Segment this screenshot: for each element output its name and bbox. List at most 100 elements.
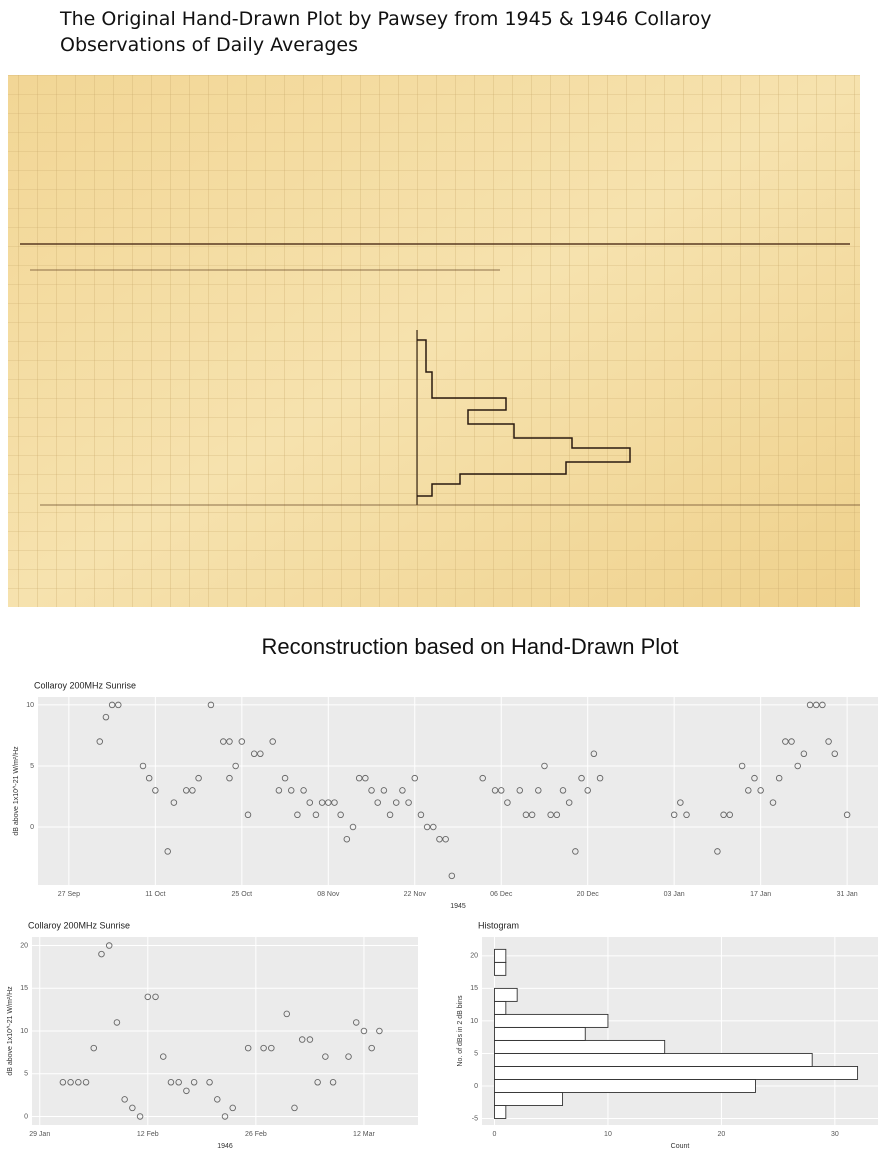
point [399, 787, 406, 794]
point [244, 1044, 252, 1052]
point [417, 811, 425, 819]
y-tick-label: 20 [20, 942, 28, 949]
point [175, 1079, 182, 1086]
point [226, 738, 233, 745]
x-tick-label: 12 Mar [353, 1131, 375, 1138]
histogram-bar [494, 1092, 564, 1106]
point [257, 750, 264, 758]
point [819, 701, 826, 709]
point [343, 835, 351, 843]
x-tick-label: 31 Jan [837, 891, 858, 898]
point [190, 1079, 198, 1086]
histogram-bar [494, 987, 518, 1002]
point [244, 811, 252, 819]
point [325, 799, 332, 806]
x-tick-label: 20 [718, 1131, 726, 1138]
histogram-bar [494, 1066, 859, 1080]
y-tick-label: 20 [470, 953, 478, 960]
point [423, 823, 431, 831]
point [98, 950, 105, 958]
point [448, 872, 456, 880]
point [275, 787, 283, 794]
point [102, 713, 110, 721]
x-tick-label: 08 Nov [317, 891, 340, 898]
point [108, 701, 116, 709]
point [75, 1079, 82, 1086]
point [516, 787, 524, 794]
histogram-bar [494, 948, 507, 963]
point [800, 750, 808, 758]
x-axis-label: 1945 [450, 903, 466, 910]
point [376, 1027, 383, 1035]
point [268, 1044, 275, 1052]
y-tick-label: 15 [20, 985, 28, 992]
point [559, 787, 567, 794]
chart-title: Histogram [478, 920, 519, 930]
point [677, 799, 684, 806]
point [183, 1087, 190, 1095]
page-title: The Original Hand-Drawn Plot by Pawsey f… [60, 8, 712, 56]
x-tick-label: 30 [831, 1131, 839, 1138]
point [59, 1079, 67, 1086]
point [145, 774, 153, 782]
point [291, 1104, 298, 1112]
y-tick-label: 0 [474, 1083, 478, 1090]
point [726, 811, 734, 819]
point [528, 811, 536, 819]
point [380, 787, 388, 794]
point [96, 738, 104, 745]
y-tick-label: 15 [470, 985, 478, 992]
point [572, 848, 579, 855]
point [152, 993, 159, 1001]
y-tick-label: 0 [24, 1113, 28, 1120]
point [329, 1079, 337, 1086]
point [596, 774, 604, 782]
point [405, 799, 412, 806]
point [195, 774, 202, 782]
y-tick-label: 10 [20, 1028, 28, 1035]
point [720, 811, 727, 819]
y-tick-label: 5 [24, 1071, 28, 1078]
point [269, 738, 276, 745]
point [206, 1079, 213, 1086]
x-axis-label: Count [671, 1143, 690, 1150]
chart-title: Collaroy 200MHz Sunrise [28, 920, 130, 930]
point [497, 787, 505, 794]
point [226, 774, 233, 782]
point [121, 1096, 128, 1103]
point [565, 799, 573, 806]
point [522, 811, 530, 819]
point [757, 787, 764, 794]
point [287, 787, 295, 794]
x-tick-label: 27 Sep [58, 891, 80, 898]
x-tick-label: 25 Oct [232, 891, 253, 898]
point [306, 799, 314, 806]
point [362, 774, 369, 782]
point [281, 774, 289, 782]
point [812, 701, 820, 709]
point [430, 823, 437, 831]
point [368, 1044, 375, 1052]
point [670, 811, 678, 819]
point [714, 848, 721, 855]
point [136, 1113, 144, 1120]
point [355, 774, 363, 782]
x-tick-label: 0 [493, 1131, 497, 1138]
point [331, 799, 338, 806]
point [374, 799, 381, 806]
point [139, 762, 147, 770]
y-tick-label: 0 [30, 824, 34, 831]
y-tick-label: 10 [26, 702, 34, 709]
point [345, 1053, 352, 1060]
x-tick-label: 29 Jan [29, 1131, 50, 1138]
x-axis-label: 1946 [217, 1143, 233, 1150]
x-tick-label: 17 Jan [750, 891, 771, 898]
y-tick-label: -5 [472, 1115, 478, 1122]
point [788, 738, 795, 745]
x-tick-label: 06 Dec [490, 891, 513, 898]
point [368, 787, 375, 794]
point [794, 762, 801, 770]
x-tick-label: 03 Jan [664, 891, 685, 898]
point [491, 787, 499, 794]
